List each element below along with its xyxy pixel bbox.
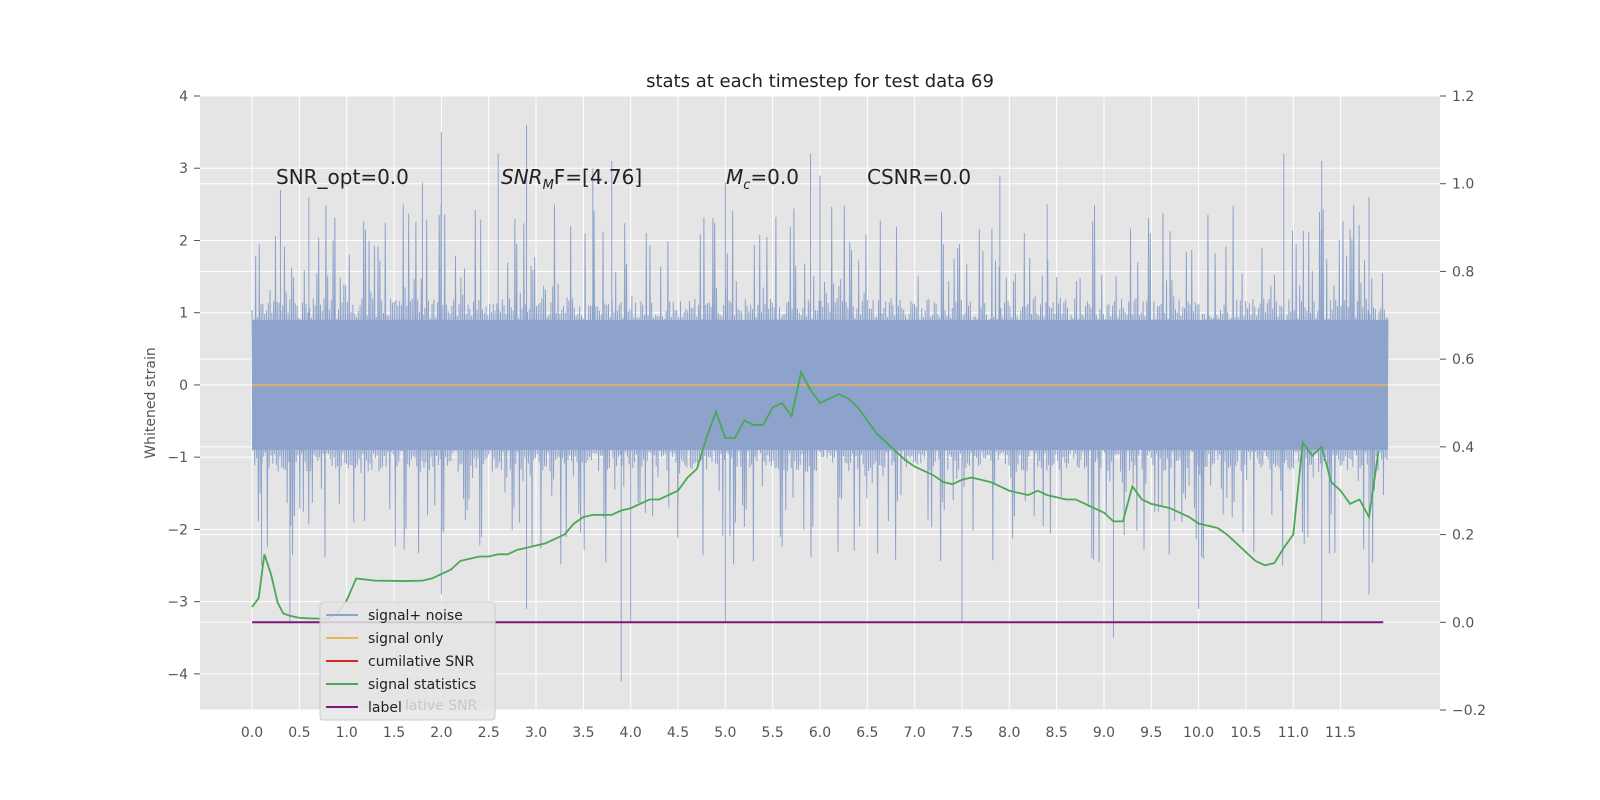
x-tick-label: 10.5 xyxy=(1230,725,1261,741)
y-tick-label: 3 xyxy=(179,161,188,177)
x-tick-label: 1.5 xyxy=(383,725,405,741)
x-tick-label: 6.0 xyxy=(809,725,831,741)
y2-tick-label: 1.0 xyxy=(1452,177,1474,193)
y-tick-label: 1 xyxy=(179,306,188,322)
x-tick-label: 11.0 xyxy=(1278,725,1309,741)
y2-tick-label: 0.4 xyxy=(1452,440,1474,456)
y2-tick-label: −0.2 xyxy=(1452,703,1486,719)
y2-tick-label: 0.8 xyxy=(1452,264,1474,280)
y-tick-label: 0 xyxy=(179,378,188,394)
annotation-snr-opt: SNR_opt=0.0 xyxy=(276,165,409,189)
x-tick-label: 2.5 xyxy=(478,725,500,741)
x-tick-label: 9.0 xyxy=(1093,725,1115,741)
legend-label-cumulative: cumilative SNR xyxy=(368,654,475,670)
annotation-mc-suffix: =0.0 xyxy=(750,165,799,189)
legend: lative SNR signal+ noise signal only cum… xyxy=(319,601,496,721)
y-tick-label: −1 xyxy=(167,450,188,466)
ticks-layer: 0.0 0.5 1.0 1.5 2.0 2.5 3.0 3.5 4.0 4.5 5.0 5.5 6.0 6… xyxy=(167,89,1486,741)
x-tick-label: 4.0 xyxy=(620,725,642,741)
y-tick-label: −2 xyxy=(167,522,188,538)
annotation-snr-mf-base: SNR xyxy=(501,165,543,189)
x-tick-label: 1.0 xyxy=(336,725,358,741)
x-tick-label: 10.0 xyxy=(1183,725,1214,741)
y-tick-label: 4 xyxy=(179,89,188,105)
y2-tick-label: 0.6 xyxy=(1452,352,1474,368)
x-tick-label: 7.5 xyxy=(951,725,973,741)
x-tick-label: 6.5 xyxy=(856,725,878,741)
legend-label-stats: signal statistics xyxy=(368,677,476,693)
x-tick-label: 8.0 xyxy=(998,725,1020,741)
chart-title: stats at each timestep for test data 69 xyxy=(646,71,994,92)
y-tick-label: 2 xyxy=(179,233,188,249)
y2-tick-label: 1.2 xyxy=(1452,89,1474,105)
x-tick-label: 3.0 xyxy=(525,725,547,741)
x-tick-label: 5.0 xyxy=(714,725,736,741)
legend-ghost-text: lative SNR xyxy=(405,698,478,714)
annotation-mc-base: M xyxy=(726,165,743,189)
x-tick-label: 11.5 xyxy=(1325,725,1356,741)
legend-label-label: label xyxy=(368,700,402,716)
x-tick-label: 8.5 xyxy=(1046,725,1068,741)
x-tick-label: 4.5 xyxy=(667,725,689,741)
noise-line xyxy=(251,124,1389,682)
legend-label-signal: signal only xyxy=(368,631,443,647)
annotation-mc: Mc=0.0 xyxy=(726,165,799,193)
annotation-snr-mf-sub: M xyxy=(543,178,554,193)
signal-statistics-line xyxy=(251,369,1380,620)
x-tick-label: 9.5 xyxy=(1140,725,1162,741)
x-tick-label: 7.0 xyxy=(904,725,926,741)
x-tick-label: 3.5 xyxy=(572,725,594,741)
y-tick-label: −3 xyxy=(167,595,188,611)
annotation-snr-mf-suffix: F=[4.76] xyxy=(554,165,642,189)
x-tick-label: 5.5 xyxy=(762,725,784,741)
legend-label-noise: signal+ noise xyxy=(368,608,463,624)
y-axis-label: Whitened strain xyxy=(143,347,159,458)
x-tick-label: 0.5 xyxy=(288,725,310,741)
x-tick-label: 0.0 xyxy=(241,725,263,741)
x-tick-label: 2.0 xyxy=(430,725,452,741)
annotation-mc-sub: c xyxy=(743,178,750,193)
y2-tick-label: 0.0 xyxy=(1452,615,1474,631)
annotations: SNR_opt=0.0 SNRMF=[4.76] Mc=0.0 CSNR=0.0 xyxy=(276,165,971,193)
y2-tick-label: 0.2 xyxy=(1452,528,1474,544)
y-tick-label: −4 xyxy=(167,667,188,683)
annotation-csnr: CSNR=0.0 xyxy=(867,165,971,189)
legend-box xyxy=(319,601,496,721)
annotation-snr-mf: SNRMF=[4.76] xyxy=(501,165,642,193)
